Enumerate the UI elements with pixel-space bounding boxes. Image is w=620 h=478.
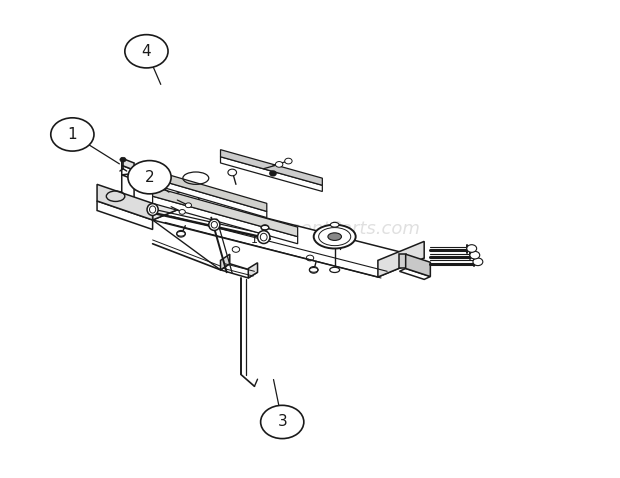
Ellipse shape xyxy=(147,204,158,216)
Text: 1: 1 xyxy=(251,235,258,245)
Text: 3: 3 xyxy=(277,414,287,429)
Polygon shape xyxy=(97,185,153,220)
Ellipse shape xyxy=(330,267,340,272)
Ellipse shape xyxy=(328,233,342,240)
Polygon shape xyxy=(378,241,424,277)
Text: eReplacementParts.com: eReplacementParts.com xyxy=(200,220,420,239)
Polygon shape xyxy=(399,269,430,280)
Polygon shape xyxy=(221,150,322,185)
Polygon shape xyxy=(153,187,298,237)
Polygon shape xyxy=(399,254,405,269)
Circle shape xyxy=(467,245,477,252)
Circle shape xyxy=(228,169,237,176)
Text: 4: 4 xyxy=(141,44,151,59)
Circle shape xyxy=(275,162,283,167)
Circle shape xyxy=(309,267,318,273)
Circle shape xyxy=(261,225,268,230)
Ellipse shape xyxy=(209,219,220,230)
Polygon shape xyxy=(248,263,257,278)
Polygon shape xyxy=(153,170,267,211)
Circle shape xyxy=(120,157,126,162)
Polygon shape xyxy=(122,165,134,203)
Polygon shape xyxy=(97,201,153,229)
Text: 1: 1 xyxy=(68,127,77,142)
Polygon shape xyxy=(221,157,322,192)
Text: 2: 2 xyxy=(144,170,154,185)
Circle shape xyxy=(473,258,483,266)
Circle shape xyxy=(270,171,276,176)
Circle shape xyxy=(285,158,292,164)
Ellipse shape xyxy=(314,225,356,249)
Polygon shape xyxy=(134,198,153,212)
Circle shape xyxy=(177,230,185,237)
Polygon shape xyxy=(221,254,230,270)
Polygon shape xyxy=(122,158,134,170)
Polygon shape xyxy=(153,185,199,220)
Circle shape xyxy=(185,203,192,207)
Circle shape xyxy=(51,118,94,151)
Circle shape xyxy=(125,34,168,68)
Circle shape xyxy=(179,209,185,214)
Polygon shape xyxy=(153,178,267,217)
Ellipse shape xyxy=(257,231,270,243)
Polygon shape xyxy=(405,254,430,277)
Polygon shape xyxy=(221,264,257,278)
Circle shape xyxy=(260,405,304,439)
Polygon shape xyxy=(122,174,146,180)
Circle shape xyxy=(470,251,480,259)
Circle shape xyxy=(128,161,171,194)
Polygon shape xyxy=(153,201,424,277)
Polygon shape xyxy=(153,196,298,244)
Ellipse shape xyxy=(330,222,339,227)
